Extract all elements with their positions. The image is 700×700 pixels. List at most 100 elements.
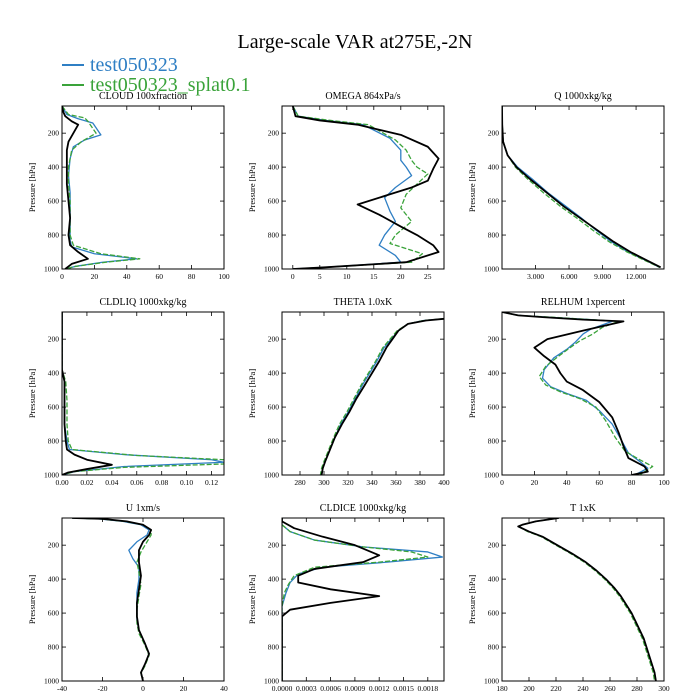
- series-line-control: [72, 518, 153, 681]
- panel-2: OMEGA 864xPa/s Pressure [hPa] 0 5 10 15 20 25 20…: [247, 91, 445, 281]
- x-tick-label: 80: [628, 478, 636, 487]
- series-line-test050323-splat0-1: [517, 518, 656, 681]
- y-tick-label: 400: [488, 369, 500, 378]
- series-line-test050323-splat0-1: [62, 312, 224, 475]
- series-line-control: [291, 106, 440, 269]
- series-line-test050323: [320, 318, 444, 475]
- y-axis-label: Pressure [hPa]: [467, 163, 477, 213]
- y-axis-label: Pressure [hPa]: [27, 369, 37, 419]
- panel-5: THETA 1.0xK Pressure [hPa] 280 300 320 340 360…: [247, 297, 450, 487]
- series-line-test050323: [502, 106, 660, 268]
- y-tick-label: 600: [488, 197, 500, 206]
- series-line-test050323-splat0-1: [72, 518, 152, 681]
- x-tick-label: 10: [343, 272, 351, 281]
- plot-frame: [61, 311, 225, 476]
- x-tick-label: 40: [123, 272, 131, 281]
- x-tick-label: 220: [550, 684, 562, 693]
- y-tick-label: 200: [48, 335, 60, 344]
- y-tick-label: 1000: [484, 471, 499, 480]
- x-tick-label: 0: [60, 272, 64, 281]
- series-line-test050323: [282, 518, 444, 681]
- y-tick-label: 600: [48, 609, 60, 618]
- y-tick-label: 400: [488, 163, 500, 172]
- y-tick-label: 600: [488, 609, 500, 618]
- panel-3: Q 1000xkg/kg Pressure [hPa] 3.000 6.000 9.00…: [467, 91, 665, 281]
- y-tick-label: 800: [268, 437, 280, 446]
- x-tick-label: 12.000: [626, 272, 647, 281]
- y-tick-label: 1000: [44, 677, 59, 686]
- x-tick-label: 280: [631, 684, 643, 693]
- series-line-test050323-splat0-1: [319, 318, 444, 475]
- x-tick-label: 0.0003: [296, 684, 317, 693]
- x-tick-label: 0.06: [130, 478, 143, 487]
- panel-title: RELHUM 1xpercent: [541, 297, 625, 308]
- x-tick-label: 0.12: [205, 478, 218, 487]
- series-line-test050323-splat0-1: [292, 106, 429, 269]
- y-tick-label: 200: [268, 335, 280, 344]
- y-tick-label: 200: [488, 335, 500, 344]
- x-tick-label: 5: [318, 272, 322, 281]
- plot-frame: [501, 105, 665, 270]
- panel-title: OMEGA 864xPa/s: [325, 91, 400, 102]
- x-tick-label: 0.0018: [417, 684, 438, 693]
- panel-title: Q 1000xkg/kg: [554, 91, 612, 102]
- y-axis-label: Pressure [hPa]: [467, 369, 477, 419]
- series-line-test050323-splat0-1: [502, 106, 660, 268]
- series-group: [291, 106, 440, 269]
- x-tick-label: 0: [500, 478, 504, 487]
- y-axis-label: Pressure [hPa]: [247, 369, 257, 419]
- x-tick-label: 0.0015: [393, 684, 414, 693]
- x-tick-label: 20: [397, 272, 405, 281]
- series-line-control: [62, 106, 89, 269]
- x-tick-label: 15: [370, 272, 378, 281]
- x-tick-label: 25: [424, 272, 432, 281]
- series-group: [517, 518, 657, 681]
- panel-title: THETA 1.0xK: [334, 297, 393, 308]
- y-tick-label: 600: [48, 403, 60, 412]
- series-line-control: [502, 106, 662, 269]
- x-tick-label: 260: [604, 684, 616, 693]
- x-tick-label: 0.0012: [369, 684, 390, 693]
- y-axis-label: Pressure [hPa]: [467, 575, 477, 625]
- plot-frame: [61, 105, 225, 270]
- series-line-test050323: [62, 106, 138, 269]
- plot-frame: [281, 105, 445, 270]
- y-tick-label: 400: [268, 575, 280, 584]
- x-tick-label: 0: [141, 684, 145, 693]
- y-tick-label: 800: [488, 643, 500, 652]
- series-line-test050323-splat0-1: [502, 312, 654, 475]
- y-tick-label: 600: [268, 403, 280, 412]
- y-tick-label: 800: [48, 231, 60, 240]
- x-tick-label: 100: [218, 272, 230, 281]
- plot-frame: [501, 517, 665, 682]
- series-group: [282, 518, 444, 681]
- y-tick-label: 800: [268, 643, 280, 652]
- legend-label-test050323-splat: test050323_splat0.1: [90, 74, 251, 96]
- y-tick-label: 800: [488, 231, 500, 240]
- y-tick-label: 800: [268, 231, 280, 240]
- x-tick-label: 240: [577, 684, 589, 693]
- series-group: [319, 317, 444, 475]
- y-tick-label: 400: [268, 163, 280, 172]
- x-tick-label: 0.08: [155, 478, 168, 487]
- x-tick-label: -20: [98, 684, 108, 693]
- series-group: [72, 518, 153, 681]
- x-tick-label: 0.0006: [320, 684, 341, 693]
- series-line-test050323: [517, 518, 657, 681]
- y-tick-label: 600: [268, 197, 280, 206]
- x-tick-label: 60: [155, 272, 163, 281]
- y-tick-label: 1000: [484, 677, 499, 686]
- x-tick-label: 40: [220, 684, 228, 693]
- x-tick-label: 0.0000: [272, 684, 293, 693]
- x-tick-label: 0.10: [180, 478, 193, 487]
- y-tick-label: 400: [48, 575, 60, 584]
- x-tick-label: 0.00: [55, 478, 68, 487]
- series-line-control: [502, 312, 649, 475]
- x-tick-label: 340: [366, 478, 378, 487]
- panel-title: U 1xm/s: [126, 503, 160, 514]
- x-tick-label: 20: [180, 684, 188, 693]
- y-axis-label: Pressure [hPa]: [27, 163, 37, 213]
- x-tick-label: 6.000: [561, 272, 578, 281]
